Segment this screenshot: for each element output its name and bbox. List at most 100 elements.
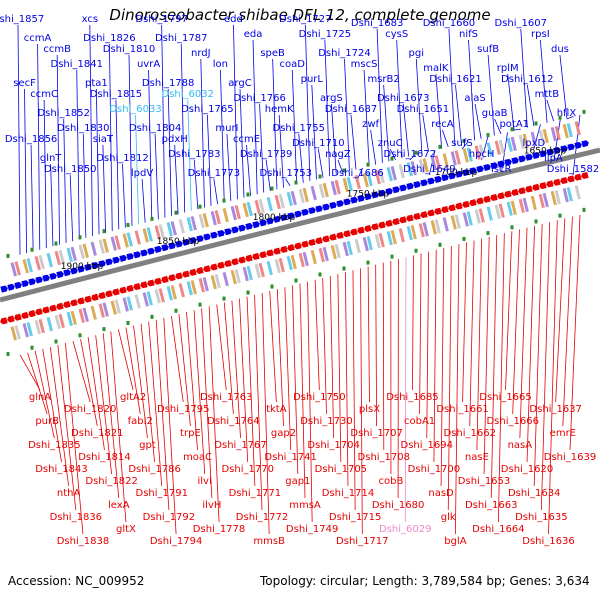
leader-line [519, 227, 528, 439]
leader-line [43, 99, 47, 248]
gene-label: coaD [280, 59, 306, 70]
forward-feature-arrow [189, 237, 197, 245]
feature-block [166, 286, 173, 301]
forward-feature-arrow [553, 146, 561, 154]
scale-marker [222, 296, 226, 301]
leader-line [269, 291, 277, 403]
gene-label: Dshi_1741 [264, 452, 316, 463]
reverse-feature-arrow [259, 251, 267, 259]
reverse-feature-arrow [308, 238, 316, 246]
feature-block [322, 182, 329, 198]
gene-label: iscR [491, 164, 511, 175]
reverse-feature-arrow [546, 180, 554, 188]
reverse-feature-arrow [336, 231, 344, 239]
feature-block [450, 215, 457, 230]
reverse-feature-arrow [350, 228, 358, 236]
gene-label: nagZ [325, 149, 351, 160]
leader-line [187, 99, 192, 211]
feature-block [566, 123, 573, 138]
gene-label: ilvH [202, 500, 221, 511]
feature-block [10, 262, 17, 277]
forward-feature-arrow [532, 152, 540, 160]
gene-label: Dshi_1765 [181, 104, 233, 115]
scale-marker [294, 180, 298, 185]
genome-summary: Topology: circular; Length: 3,789,584 bp… [260, 574, 590, 588]
leader-line [246, 296, 256, 487]
gene-label: dus [551, 44, 569, 55]
leader-line [337, 274, 342, 463]
feature-block [478, 208, 485, 223]
feature-block [522, 197, 529, 213]
feature-block [390, 230, 397, 245]
scale-label: 1750 kbp [347, 190, 390, 200]
feature-block [46, 252, 53, 268]
leader-line [193, 310, 206, 475]
gene-label: Dshi_1651 [397, 104, 449, 115]
forward-feature-arrow [224, 228, 232, 236]
reverse-feature-arrow [161, 275, 169, 283]
leader-line [213, 178, 219, 205]
feature-block [542, 128, 549, 144]
leader-line [462, 242, 467, 403]
gene-label: Dshi_1649 [403, 164, 455, 175]
scale-marker [102, 229, 106, 234]
feature-block [530, 131, 537, 147]
gene-label: Dshi_1607 [495, 18, 547, 29]
feature-block [362, 236, 369, 252]
feature-tracks [0, 109, 589, 356]
leader-line [469, 240, 475, 427]
reverse-feature-arrow [28, 310, 36, 318]
feature-block [254, 263, 261, 279]
leader-line [474, 103, 482, 139]
feature-block [454, 214, 461, 229]
feature-block [286, 255, 293, 271]
leader-line [155, 319, 170, 511]
feature-block [346, 176, 353, 192]
feature-block [298, 188, 305, 204]
feature-block [234, 268, 241, 284]
gene-label: Dshi_1841 [51, 59, 103, 70]
reverse-feature-arrow [35, 308, 43, 316]
scale-marker [486, 133, 490, 138]
feature-block [98, 303, 105, 318]
feature-block [266, 196, 273, 212]
scale-label: 1850 kbp [157, 237, 200, 247]
leader-line [352, 270, 356, 511]
scale-marker [294, 278, 298, 283]
gene-label: Dshi_1856 [5, 134, 57, 145]
forward-feature-arrow [14, 281, 22, 289]
gene-label: Dshi_1739 [240, 149, 292, 160]
gene-label: Dshi_1662 [443, 428, 495, 439]
leader-line [102, 144, 107, 233]
reverse-feature-arrow [210, 263, 218, 271]
reverse-feature-arrow [455, 202, 463, 210]
forward-feature-arrow [203, 233, 211, 241]
gene-label: Dshi_1727 [279, 14, 331, 25]
leader-line [345, 272, 349, 487]
feature-block [530, 195, 537, 211]
reverse-feature-arrow [434, 207, 442, 215]
reverse-feature-arrow [21, 311, 29, 319]
gene-label: Dshi_1771 [229, 488, 281, 499]
forward-feature-arrow [385, 187, 393, 196]
feature-block [450, 151, 457, 166]
leader-line [115, 99, 120, 230]
scale-marker [198, 204, 202, 209]
feature-block [10, 326, 17, 341]
reverse-feature-arrow [518, 187, 526, 195]
reverse-feature-arrow [343, 230, 351, 238]
feature-block [334, 243, 341, 259]
gene-label: rplM [497, 63, 519, 74]
leader-line [500, 132, 508, 176]
forward-feature-arrow [70, 267, 78, 275]
gene-label: malK [423, 63, 449, 74]
leader-line [520, 28, 528, 128]
forward-feature-arrow [560, 145, 568, 153]
feature-block [222, 207, 229, 223]
scale-label: 1800 kbp [253, 213, 296, 223]
leader-line [548, 220, 558, 535]
feature-block [34, 256, 41, 271]
upper-gene-labels: Dshi_1857 secF Dshi_1856 ccmA ccmC glnT ccmB Ds… [0, 14, 599, 179]
forward-feature-arrow [357, 194, 365, 202]
gene-label: Dshi_1750 [293, 392, 345, 403]
